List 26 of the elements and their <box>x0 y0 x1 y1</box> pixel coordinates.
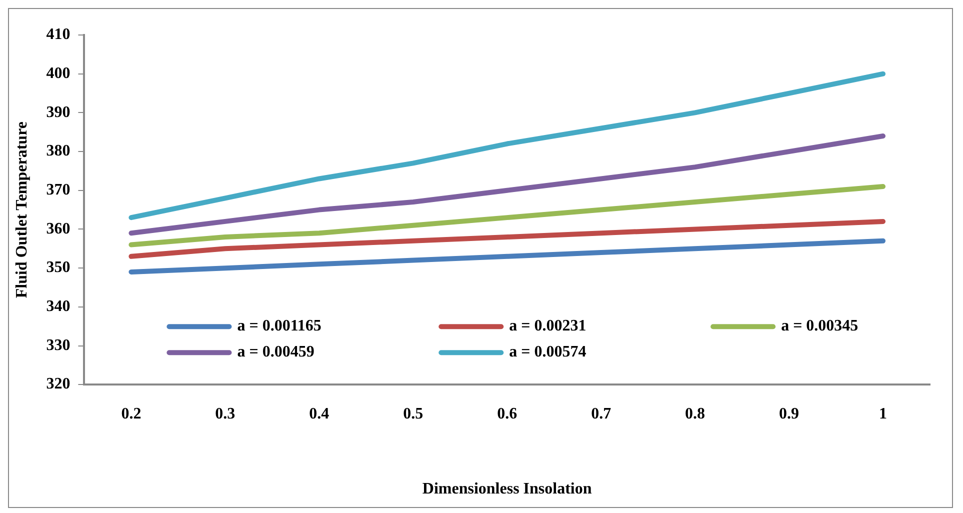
x-tick-label: 0.8 <box>685 405 706 422</box>
x-tick-label: 0.7 <box>591 405 612 422</box>
legend-label: a = 0.00231 <box>509 318 586 335</box>
y-tick-label: 400 <box>46 64 70 82</box>
y-tick-label: 340 <box>46 298 70 316</box>
y-tick-label: 330 <box>46 336 70 354</box>
y-tick-label: 370 <box>46 182 70 199</box>
x-tick-label: 0.6 <box>497 405 518 422</box>
legend-label: a = 0.00459 <box>237 344 314 361</box>
x-tick-label: 0.2 <box>121 405 142 422</box>
legend-label: a = 0.00345 <box>781 318 858 335</box>
y-tick-label: 390 <box>46 104 70 121</box>
y-tick-label: 350 <box>46 259 70 276</box>
y-tick-label: 410 <box>46 26 70 44</box>
x-tick-label: 0.9 <box>779 405 800 422</box>
y-tick-label: 360 <box>46 220 70 238</box>
legend-label: a = 0.00574 <box>509 344 586 361</box>
x-tick-label: 0.3 <box>215 405 236 422</box>
y-tick-label: 380 <box>46 142 70 160</box>
y-axis-title: Fluid Outlet Temperature <box>14 122 31 298</box>
legend-label: a = 0.001165 <box>237 318 322 335</box>
x-axis-title: Dimensionless Insolation <box>422 480 592 498</box>
x-tick-label: 0.5 <box>403 405 424 422</box>
x-tick-label: 1 <box>879 405 888 422</box>
y-tick-label: 320 <box>46 376 70 393</box>
x-tick-label: 0.4 <box>309 405 330 422</box>
